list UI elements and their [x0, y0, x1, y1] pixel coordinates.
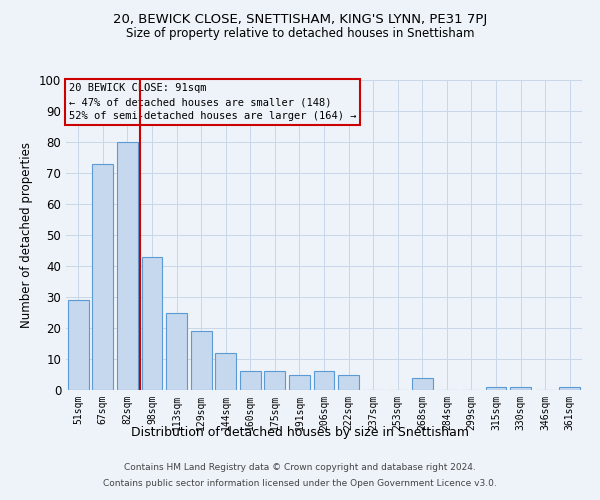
Text: Contains HM Land Registry data © Crown copyright and database right 2024.: Contains HM Land Registry data © Crown c… — [124, 464, 476, 472]
Text: Contains public sector information licensed under the Open Government Licence v3: Contains public sector information licen… — [103, 478, 497, 488]
Bar — [412, 378, 433, 390]
Text: Distribution of detached houses by size in Snettisham: Distribution of detached houses by size … — [131, 426, 469, 439]
Text: Size of property relative to detached houses in Snettisham: Size of property relative to detached ho… — [126, 28, 474, 40]
Bar — [215, 353, 236, 390]
Bar — [191, 331, 212, 390]
Bar — [92, 164, 113, 390]
Bar — [510, 387, 531, 390]
Text: 20, BEWICK CLOSE, SNETTISHAM, KING'S LYNN, PE31 7PJ: 20, BEWICK CLOSE, SNETTISHAM, KING'S LYN… — [113, 12, 487, 26]
Bar — [240, 372, 261, 390]
Bar — [117, 142, 138, 390]
Bar — [559, 387, 580, 390]
Bar — [485, 387, 506, 390]
Bar — [68, 300, 89, 390]
Bar — [289, 374, 310, 390]
Text: 20 BEWICK CLOSE: 91sqm
← 47% of detached houses are smaller (148)
52% of semi-de: 20 BEWICK CLOSE: 91sqm ← 47% of detached… — [68, 83, 356, 121]
Y-axis label: Number of detached properties: Number of detached properties — [20, 142, 34, 328]
Bar — [314, 372, 334, 390]
Bar — [166, 312, 187, 390]
Bar — [338, 374, 359, 390]
Bar — [142, 256, 163, 390]
Bar — [265, 372, 286, 390]
